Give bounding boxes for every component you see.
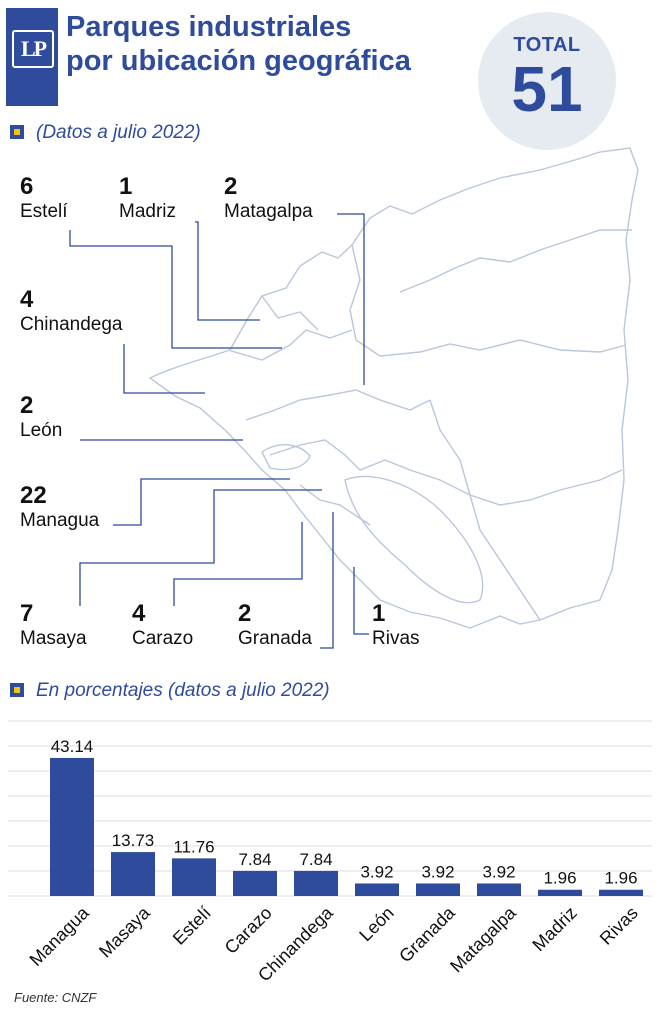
leader-lines [69,213,369,649]
bar [172,858,216,896]
count-value: 2 [224,173,238,200]
dept-border [227,329,353,361]
title-line-1: Parques industriales [66,11,352,43]
category-label: León [355,903,397,945]
leader-line-madriz [195,221,260,321]
count-value: 7 [20,600,34,627]
bar [416,883,460,896]
data-label: 1.96 [604,869,637,888]
leader-line-esteli [69,230,282,349]
map-label-madriz: 1 Madriz [119,173,176,222]
dept-border [299,484,371,526]
leader-line-rivas [353,567,369,635]
bar [111,852,155,896]
count-value: 1 [372,600,386,627]
department-name: Masaya [20,627,87,649]
map-label-masaya: 7 Masaya [20,600,87,649]
count-value: 2 [20,392,34,419]
department-name: Madriz [119,200,177,222]
bullet-square-icon [10,125,24,139]
data-label: 1.96 [543,869,576,888]
bar [233,870,277,896]
data-label: 43.14 [51,737,94,756]
department-name: Matagalpa [224,200,313,222]
bar [294,870,338,896]
map-label-chinandega: 4 Chinandega [20,286,122,335]
data-label: 3.92 [360,862,393,881]
bullet-square-icon [10,683,24,697]
total-badge: TOTAL 51 [478,12,616,150]
category-label: Managua [26,902,94,970]
data-label: 13.73 [112,831,155,850]
title-line-2: por ubicación geográfica [66,45,411,77]
total-label: TOTAL [513,34,581,56]
data-label: 7.84 [238,850,271,869]
leader-line-chinandega [123,344,205,394]
dept-border [349,244,627,357]
leader-line-carazo [173,522,303,606]
map-label-esteli: 6 Estelí [20,173,68,222]
data-label: 3.92 [421,862,454,881]
logo: LP [6,8,58,106]
chart-subtitle: En porcentajes (datos a julio 2022) [10,680,330,702]
leader-line-matagalpa [337,213,365,385]
count-value: 4 [20,286,34,313]
map-label-matagalpa: 2 Matagalpa [224,173,313,222]
page-title: Parques industriales por ubicación geogr… [66,10,411,78]
source-note: Fuente: CNZF [14,990,97,1005]
category-label: Masaya [95,902,154,961]
bar [477,883,521,896]
bar [538,889,582,896]
category-label: Rivas [596,903,642,949]
map-label-managua: 22 Managua [20,482,99,531]
lake-managua [261,444,311,471]
map-label-rivas: 1 Rivas [372,600,420,649]
department-name: Rivas [372,627,420,649]
data-label: 11.76 [173,837,214,856]
count-value: 2 [238,600,252,627]
count-value: 22 [20,482,47,509]
category-label: Madriz [528,903,580,955]
category-label: Matagalpa [446,902,520,976]
leader-line-masaya [79,489,322,606]
department-name: Chinandega [20,313,123,335]
map-label-leon: 2 León [20,392,62,441]
dept-border [399,229,632,293]
map-subtitle: (Datos a julio 2022) [10,122,201,144]
map-label-carazo: 4 Carazo [132,600,193,649]
count-value: 1 [119,173,133,200]
department-name: Estelí [20,200,68,222]
leader-line-managua [113,478,290,526]
data-label: 3.92 [482,862,515,881]
bar [50,757,94,896]
department-name: Carazo [132,627,194,649]
count-value: 6 [20,173,34,200]
count-value: 4 [132,600,146,627]
dept-border [429,399,541,621]
dept-border [269,439,623,506]
department-name: Managua [20,509,100,531]
leader-line-granada [320,512,334,649]
department-name: León [20,419,63,441]
lake-nicaragua [344,475,484,604]
dept-border [261,295,319,331]
dept-border [245,389,431,421]
department-name: Granada [238,627,312,649]
category-label: Carazo [221,903,276,958]
bar [599,889,643,896]
category-label: Granada [395,902,459,966]
map-label-granada: 2 Granada [238,600,312,649]
country-outline [148,147,639,629]
total-value: 51 [511,53,583,125]
data-label: 7.84 [299,850,332,869]
category-label: Estelí [169,903,215,949]
bar [355,883,399,896]
nicaragua-map [148,147,639,629]
logo-mark: LP [12,30,54,68]
